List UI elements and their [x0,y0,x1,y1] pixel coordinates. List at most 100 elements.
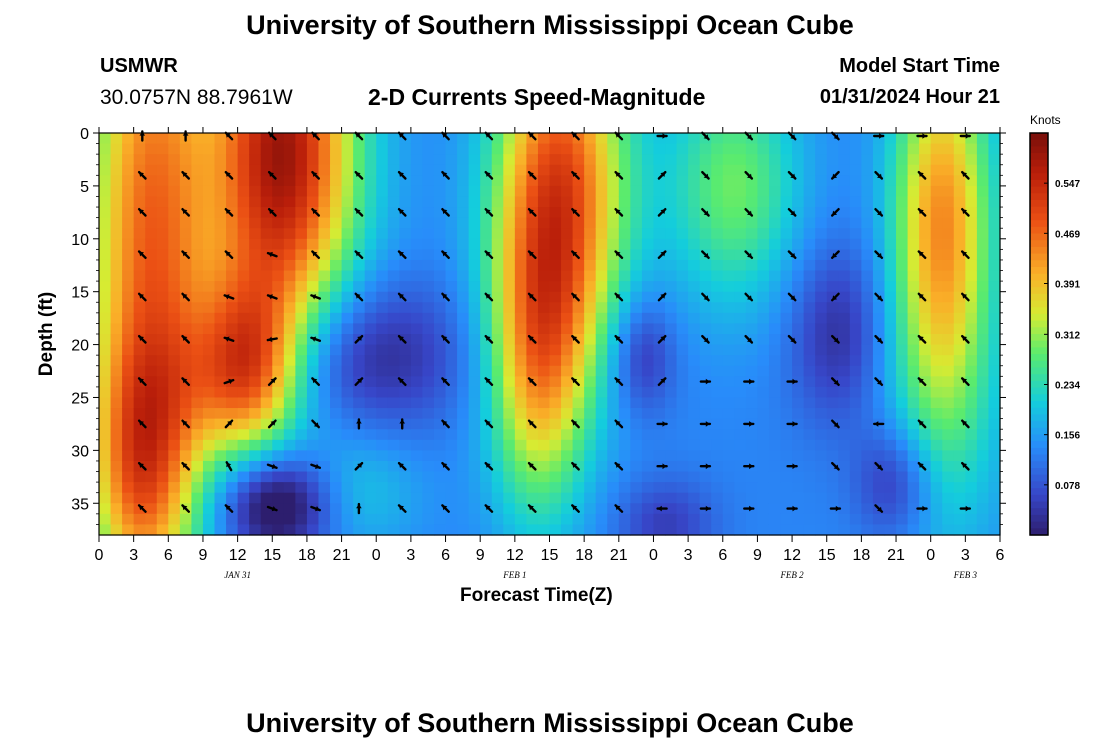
y-tick-label: 20 [71,338,89,355]
heatmap-cell [202,164,216,176]
heatmap-cell [249,355,262,367]
current-vector-arrow [571,504,580,513]
heatmap-cell [376,397,389,409]
heatmap-cell [214,281,227,293]
heatmap-cell [433,355,447,367]
heatmap-cell [722,460,735,473]
heatmap-cell [433,207,447,219]
heatmap-cell [122,312,135,325]
heatmap-cell [526,217,539,229]
heatmap-cell [260,482,273,494]
heatmap-cell [930,460,943,473]
heatmap-cell [410,164,424,176]
heatmap-cell [688,207,701,219]
heatmap-cell [803,460,816,473]
heatmap-cell [676,492,689,504]
heatmap-cell [595,196,608,208]
heatmap-cell [306,175,320,187]
heatmap-cell [896,429,909,441]
heatmap-cell [838,259,851,272]
heatmap-cell [387,196,400,208]
heatmap-cell [376,439,389,451]
heatmap-cell [214,228,227,240]
heatmap-cell [780,175,793,187]
heatmap-cell [99,482,112,494]
heatmap-cell [537,217,551,229]
heatmap-cell [630,418,643,430]
heatmap-cell [110,281,123,293]
heatmap-cell [457,323,470,335]
heatmap-cell [711,334,724,346]
heatmap-cell [156,450,169,462]
heatmap-cell [665,344,678,356]
heatmap-cell [884,249,897,261]
station-coordinates: 30.0757N 88.7961W [100,86,293,109]
heatmap-cell [168,376,181,388]
heatmap-cell [226,418,239,430]
heatmap-cell [896,164,909,176]
heatmap-cell [376,164,389,176]
heatmap-cell [514,482,527,494]
heatmap-cell [919,196,932,208]
heatmap-cell [376,270,389,282]
heatmap-cell [503,164,516,176]
heatmap-cell [734,207,747,219]
heatmap-cell [133,312,146,325]
heatmap-cell [561,270,574,282]
heatmap-cell [653,471,666,483]
heatmap-cell [965,154,978,166]
heatmap-cell [179,154,193,166]
heatmap-cell [722,397,735,409]
heatmap-cell [537,460,551,473]
heatmap-cell [145,259,158,272]
heatmap-cell [491,365,504,377]
heatmap-cell [665,334,678,346]
heatmap-cell [849,376,862,388]
heatmap-cell [387,228,400,240]
heatmap-cell [884,482,897,494]
heatmap-cell [480,249,493,261]
colorbar-segment [1030,401,1048,409]
heatmap-cell [99,450,112,462]
heatmap-cell [503,207,516,219]
heatmap-cell [457,503,470,515]
heatmap-cell [468,291,481,303]
heatmap-cell [110,133,123,145]
heatmap-cell [318,460,331,473]
heatmap-cell [295,365,308,377]
heatmap-cell [445,196,458,208]
heatmap-cell [364,207,377,219]
heatmap-cell [688,133,701,145]
heatmap-cell [202,503,216,515]
heatmap-cell [491,238,504,250]
heatmap-cell [468,355,481,367]
heatmap-cell [653,513,666,526]
heatmap-cell [653,397,666,409]
heatmap-cell [503,175,516,187]
heatmap-cell [503,492,516,504]
heatmap-cell [330,524,343,536]
heatmap-cell [145,207,158,219]
heatmap-cell [965,492,978,504]
heatmap-cell [283,503,296,515]
current-vector-arrow [657,334,667,344]
heatmap-cell [745,492,759,504]
heatmap-cell [641,259,655,272]
colorbar-segment [1030,494,1048,503]
heatmap-cell [156,238,169,250]
heatmap-cell [376,281,389,293]
heatmap-cell [179,312,193,325]
heatmap-cell [549,429,562,441]
heatmap-cell [872,164,886,176]
heatmap-cell [214,196,227,208]
heatmap-cell [353,344,366,356]
heatmap-cell [433,312,447,325]
heatmap-cell [202,259,216,272]
heatmap-cell [699,450,712,462]
current-vector-arrow [181,377,191,386]
heatmap-cell [226,312,239,325]
heatmap-cell [653,217,666,229]
heatmap-cell [306,439,320,451]
heatmap-cell [214,323,227,335]
heatmap-cell [526,133,539,145]
